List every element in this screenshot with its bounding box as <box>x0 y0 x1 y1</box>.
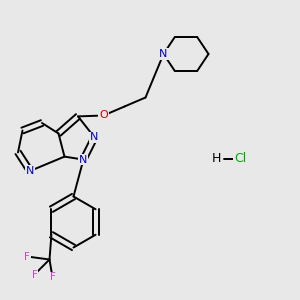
Text: N: N <box>26 166 34 176</box>
Text: F: F <box>50 272 56 283</box>
Text: N: N <box>90 132 99 142</box>
Text: F: F <box>32 269 38 280</box>
Text: N: N <box>79 154 88 165</box>
Text: H: H <box>211 152 221 166</box>
Text: O: O <box>99 110 108 121</box>
Text: Cl: Cl <box>234 152 246 166</box>
Text: F: F <box>24 251 30 262</box>
Text: N: N <box>159 49 168 59</box>
